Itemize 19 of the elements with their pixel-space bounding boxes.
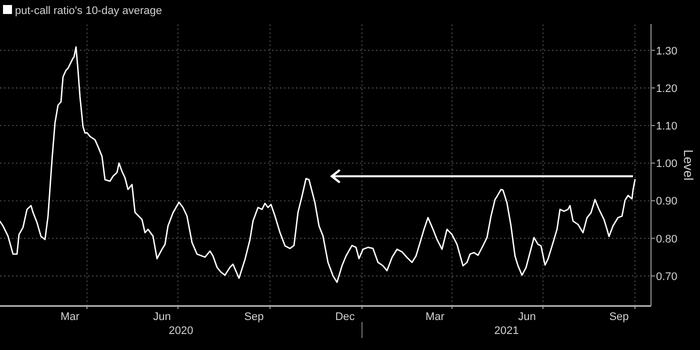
x-tick-label: Jun: [518, 311, 536, 323]
x-tick-label: Sep: [244, 311, 264, 323]
text: 2020: [168, 325, 194, 337]
y-axis-title: Level: [681, 149, 696, 181]
y-tick-label: 0.90: [656, 196, 678, 208]
legend-label: put-call ratio's 10-day average: [15, 5, 162, 17]
y-tick-label: 1.00: [656, 158, 678, 170]
y-tick-label: 1.20: [656, 82, 678, 95]
y-tick-label: 1.10: [656, 120, 678, 133]
x-tick-label: Mar: [60, 311, 80, 323]
line-series: [0, 46, 636, 284]
x-tick-label: Jun: [153, 311, 171, 323]
text: 2021: [494, 325, 519, 337]
x-tick-label: Mar: [426, 311, 445, 323]
x-tick-label: Dec: [335, 311, 356, 323]
y-tick-label: 0.70: [656, 270, 678, 283]
y-tick-label: 0.80: [656, 233, 678, 246]
x-tick-label: Sep: [609, 311, 629, 323]
y-tick-label: 1.30: [656, 45, 678, 58]
